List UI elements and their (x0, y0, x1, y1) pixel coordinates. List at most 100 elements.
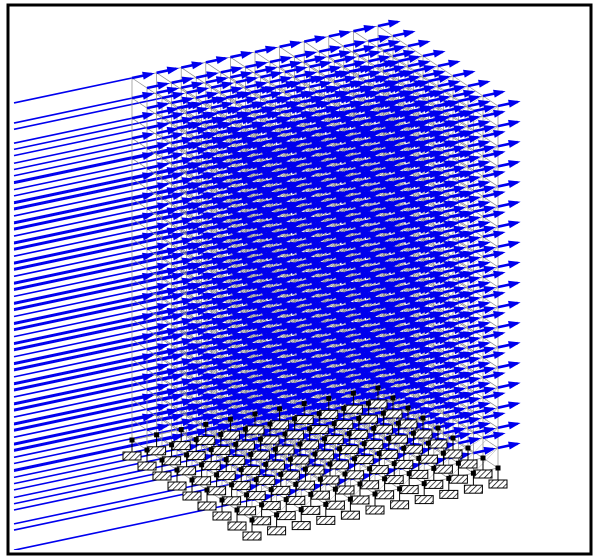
support-base (197, 436, 215, 444)
support-node (298, 442, 303, 447)
support-base (404, 445, 422, 453)
support-base (251, 451, 269, 459)
support-base (346, 471, 364, 479)
support-node (233, 442, 238, 447)
support-base (399, 420, 417, 428)
support-base (449, 475, 467, 483)
support-node (250, 518, 255, 523)
support-node (269, 487, 274, 492)
support-node (377, 451, 382, 456)
support-node (299, 507, 304, 512)
support-base (168, 482, 186, 490)
support-node (356, 416, 361, 421)
support-base (271, 421, 289, 429)
support-base (464, 485, 482, 493)
support-base (287, 496, 305, 504)
support-base (292, 522, 310, 530)
support-node (333, 487, 338, 492)
support-node (274, 512, 279, 517)
support-base (395, 460, 413, 468)
support-node (308, 492, 313, 497)
support-base (277, 512, 295, 520)
support-node (436, 426, 441, 431)
support-base (232, 482, 250, 490)
support-base (325, 436, 343, 444)
support-node (323, 502, 328, 507)
support-base (272, 486, 290, 494)
support-base (434, 465, 452, 473)
support-base (370, 466, 388, 474)
support-base (266, 461, 284, 469)
support-node (277, 406, 282, 411)
support-base (341, 511, 359, 519)
support-node (145, 448, 150, 453)
support-base (268, 527, 286, 535)
support-base (163, 457, 181, 465)
support-node (381, 411, 386, 416)
support-node (218, 432, 223, 437)
support-base (359, 415, 377, 423)
support-node (348, 497, 353, 502)
support-node (273, 447, 278, 452)
support-node (258, 437, 263, 442)
support-node (496, 466, 501, 471)
support-base (242, 466, 260, 474)
support-node (244, 492, 249, 497)
support-base (425, 480, 443, 488)
support-node (243, 427, 248, 432)
support-node (175, 468, 180, 473)
support-base (281, 471, 299, 479)
support-base (172, 442, 190, 450)
support-base (198, 502, 216, 510)
support-base (187, 452, 205, 460)
support-base (238, 507, 256, 515)
support-base (291, 456, 309, 464)
support-base (380, 450, 398, 458)
support-base (223, 497, 241, 505)
support-base (326, 501, 344, 509)
support-node (254, 477, 259, 482)
support-node (352, 456, 357, 461)
support-base (253, 517, 271, 525)
support-base (246, 426, 264, 434)
support-base (247, 492, 265, 500)
support-base (331, 461, 349, 469)
support-base (302, 506, 320, 514)
support-node (194, 437, 199, 442)
support-node (382, 476, 387, 481)
support-base (310, 426, 328, 434)
support-base (221, 431, 239, 439)
support-base (212, 446, 230, 454)
support-base (153, 472, 171, 480)
support-node (283, 432, 288, 437)
support-base (335, 420, 353, 428)
support-base (316, 451, 334, 459)
support-node (239, 467, 244, 472)
support-base (444, 450, 462, 458)
support-base (414, 430, 432, 438)
support-base (336, 486, 354, 494)
support-base (228, 522, 246, 530)
support-node (421, 416, 426, 421)
support-base (213, 512, 231, 520)
support-base (351, 496, 369, 504)
support-node (328, 462, 333, 467)
support-node (426, 441, 431, 446)
support-node (471, 471, 476, 476)
support-node (160, 458, 165, 463)
support-node (224, 457, 229, 462)
support-node (248, 452, 253, 457)
support-node (431, 466, 436, 471)
support-base (306, 466, 324, 474)
support-node (263, 462, 268, 467)
support-base (317, 516, 335, 524)
support-node (466, 446, 471, 451)
support-node (441, 451, 446, 456)
support-node (407, 471, 412, 476)
support-base (296, 481, 314, 489)
support-base (415, 496, 433, 504)
support-base (217, 472, 235, 480)
support-node (313, 452, 318, 457)
support-base (459, 460, 477, 468)
support-base (276, 446, 294, 454)
